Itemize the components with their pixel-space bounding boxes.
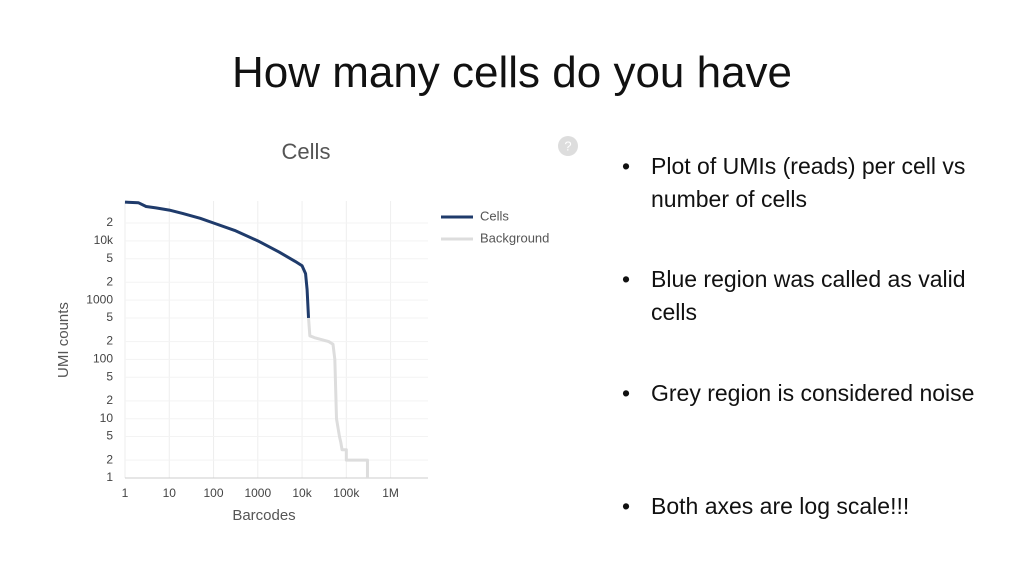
- x-tick-label: 10: [163, 486, 177, 500]
- y-tick-label: 2: [106, 334, 113, 348]
- y-axis-label: UMI counts: [55, 302, 72, 378]
- y-tick-label: 5: [106, 310, 113, 324]
- x-tick-label: 1: [122, 486, 129, 500]
- bullet: • Both axes are log scale!!!: [622, 490, 992, 523]
- x-tick-label: 1000: [244, 486, 271, 500]
- bullet-text: Both axes are log scale!!!: [651, 493, 910, 519]
- y-tick-label: 10: [100, 411, 114, 425]
- y-tick-label: 1: [106, 470, 113, 484]
- help-icon: [558, 136, 578, 156]
- x-axis-label: Barcodes: [232, 507, 295, 524]
- y-tick-label: 5: [106, 369, 113, 383]
- y-tick-label: 1000: [86, 292, 113, 306]
- bullet-text: Grey region is considered noise: [651, 380, 975, 406]
- y-tick-label: 5: [106, 429, 113, 443]
- bullet-dot: •: [622, 266, 631, 292]
- legend-label: Cells: [480, 208, 509, 223]
- bullet-dot: •: [622, 380, 631, 406]
- y-tick-label: 2: [106, 274, 113, 288]
- slide-title: How many cells do you have: [231, 48, 793, 97]
- bullet: • Blue region was called as valid cells: [622, 263, 992, 329]
- help-icon-text: ?: [564, 138, 571, 153]
- y-tick-label: 2: [106, 452, 113, 466]
- bullet-text: Plot of UMIs (reads) per cell vs number …: [651, 153, 966, 212]
- y-tick-label: 5: [106, 251, 113, 265]
- legend-label: Background: [480, 230, 549, 245]
- y-tick-label: 2: [106, 393, 113, 407]
- y-tick-label: 100: [93, 352, 113, 366]
- bullet-text: Blue region was called as valid cells: [651, 266, 966, 325]
- x-tick-label: 100k: [333, 486, 360, 500]
- y-tick-label: 10k: [94, 233, 114, 247]
- line: [124, 200, 311, 319]
- y-tick-label: 2: [106, 215, 113, 229]
- x-tick-label: 1M: [382, 486, 399, 500]
- x-tick-label: 10k: [292, 486, 312, 500]
- line: [307, 317, 369, 478]
- bullet-dot: •: [622, 493, 631, 519]
- chart-title: Cells: [282, 139, 331, 164]
- bullet: • Grey region is considered noise: [622, 377, 992, 410]
- bullet: • Plot of UMIs (reads) per cell vs number…: [622, 150, 992, 216]
- x-tick-label: 100: [204, 486, 224, 500]
- bullet-dot: •: [622, 153, 631, 179]
